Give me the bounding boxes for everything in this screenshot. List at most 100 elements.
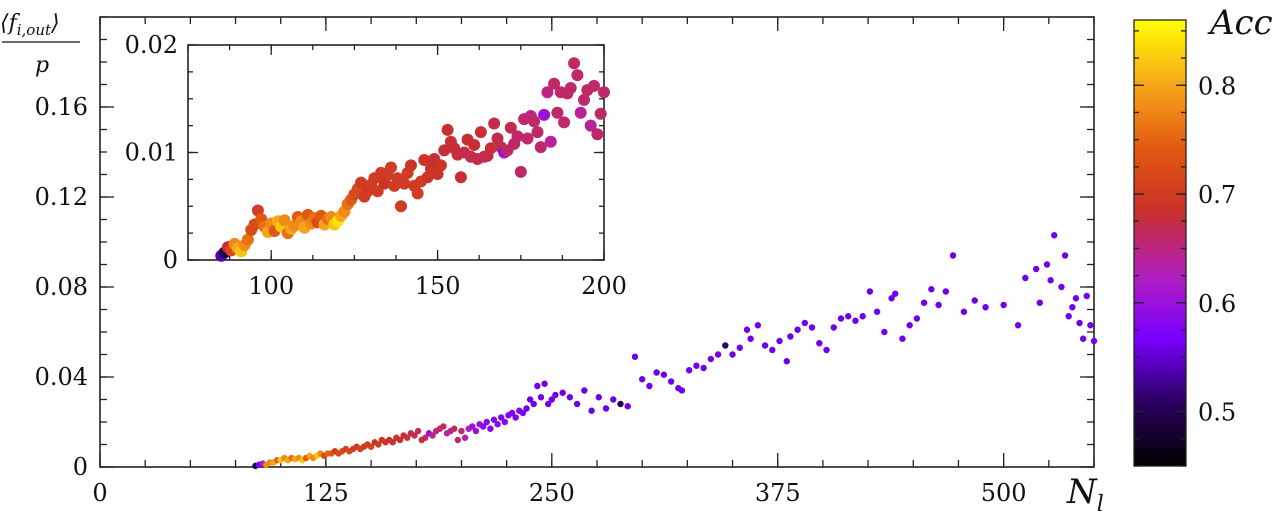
data-point [367, 443, 375, 450]
data-point [1087, 322, 1094, 329]
inset-data-point [564, 82, 577, 94]
inset-data-point [514, 165, 527, 178]
inset-data-point [528, 115, 541, 128]
inset-data-point [394, 200, 407, 213]
inset-data-point [504, 121, 517, 134]
x-tick-label: 125 [303, 479, 349, 507]
y-tick-label: 0 [163, 246, 178, 274]
y-tick-label: 0.16 [35, 93, 88, 121]
data-point [1036, 299, 1043, 306]
data-point [422, 434, 429, 441]
inset-data-point [598, 86, 610, 99]
data-point [678, 387, 686, 394]
data-point [906, 322, 913, 329]
data-point [1014, 322, 1022, 329]
data-point [461, 434, 469, 441]
data-point [722, 342, 729, 349]
data-point [552, 391, 559, 399]
data-point [920, 299, 928, 306]
data-point [700, 364, 707, 372]
inset-data-point [584, 119, 597, 132]
data-point [653, 369, 660, 376]
y-axis-label: ⟨fi,out⟩ p [0, 11, 80, 78]
data-point [631, 353, 639, 360]
data-point [610, 396, 617, 403]
data-point [667, 378, 675, 385]
data-point [396, 436, 404, 444]
data-point [559, 389, 566, 396]
data-point [1047, 277, 1054, 284]
data-point [783, 358, 790, 365]
data-point [487, 425, 494, 432]
data-point [823, 346, 830, 354]
data-point [794, 326, 801, 333]
inset-data-point [468, 138, 481, 151]
y-tick-label: 0.01 [125, 139, 178, 167]
y-axis-label-numerator: ⟨fi,out⟩ [0, 11, 60, 39]
data-point [588, 407, 595, 414]
data-point [971, 297, 978, 304]
y-axis-label-denominator: p [35, 53, 49, 78]
data-point [1043, 261, 1051, 268]
main-axis-ticks: 0 125 250 375 500 0 0.04 0.08 0.12 0.16 [35, 16, 1095, 507]
inset-data-point [511, 130, 524, 143]
data-point [714, 351, 722, 358]
data-point [1083, 292, 1090, 300]
inset-data-point [398, 177, 411, 190]
data-point [454, 436, 462, 444]
data-point [913, 315, 921, 322]
inset-data-point [531, 126, 544, 139]
inset-data-point [418, 154, 431, 167]
data-point [754, 322, 762, 329]
data-point [617, 400, 624, 408]
data-point [787, 333, 794, 340]
data-point [523, 405, 530, 412]
data-point [866, 288, 874, 295]
data-point [537, 394, 545, 401]
data-point [595, 394, 603, 401]
colorbar [1133, 19, 1187, 467]
data-point [573, 400, 581, 408]
inset-data-point [454, 171, 467, 184]
data-point [581, 387, 588, 394]
inset-data-point [484, 142, 497, 155]
inset-data-point [568, 57, 581, 70]
x-tick-label: 250 [529, 479, 575, 507]
data-point [873, 308, 881, 315]
data-point [1076, 319, 1083, 327]
inset-axis-ticks: 100 150 200 0 0.01 0.02 [125, 31, 627, 300]
inset-data-point [534, 141, 547, 154]
data-point [899, 335, 906, 342]
data-point [845, 313, 852, 320]
data-point [530, 400, 537, 408]
data-point [1058, 283, 1065, 291]
data-point [816, 340, 823, 347]
colorbar-tick-label: 0.5 [1198, 399, 1236, 427]
y-tick-label: 0.02 [125, 31, 178, 59]
x-tick-label: 0 [92, 479, 107, 507]
main-scatter-points [252, 232, 1098, 470]
data-point [761, 342, 769, 349]
inset-data-point [488, 117, 501, 130]
data-point [743, 326, 751, 333]
data-point [1079, 335, 1087, 342]
data-point [483, 418, 490, 426]
inset-scatter-points [215, 57, 610, 262]
inset-data-point [385, 161, 398, 174]
data-point [375, 441, 382, 448]
data-point [429, 432, 436, 439]
data-point [960, 308, 968, 315]
inset-data-point [441, 123, 454, 136]
data-point [837, 315, 845, 322]
inset-data-point [521, 132, 534, 145]
y-tick-label: 0.08 [35, 273, 88, 301]
data-point [404, 434, 411, 441]
data-point [888, 295, 895, 302]
data-point [508, 409, 516, 417]
inset-data-point [548, 77, 561, 90]
data-point [548, 396, 556, 403]
x-axis-label: Nl [1066, 472, 1104, 517]
data-point [736, 344, 743, 351]
colorbar-tick-label: 0.6 [1198, 290, 1236, 318]
data-point [729, 351, 736, 358]
